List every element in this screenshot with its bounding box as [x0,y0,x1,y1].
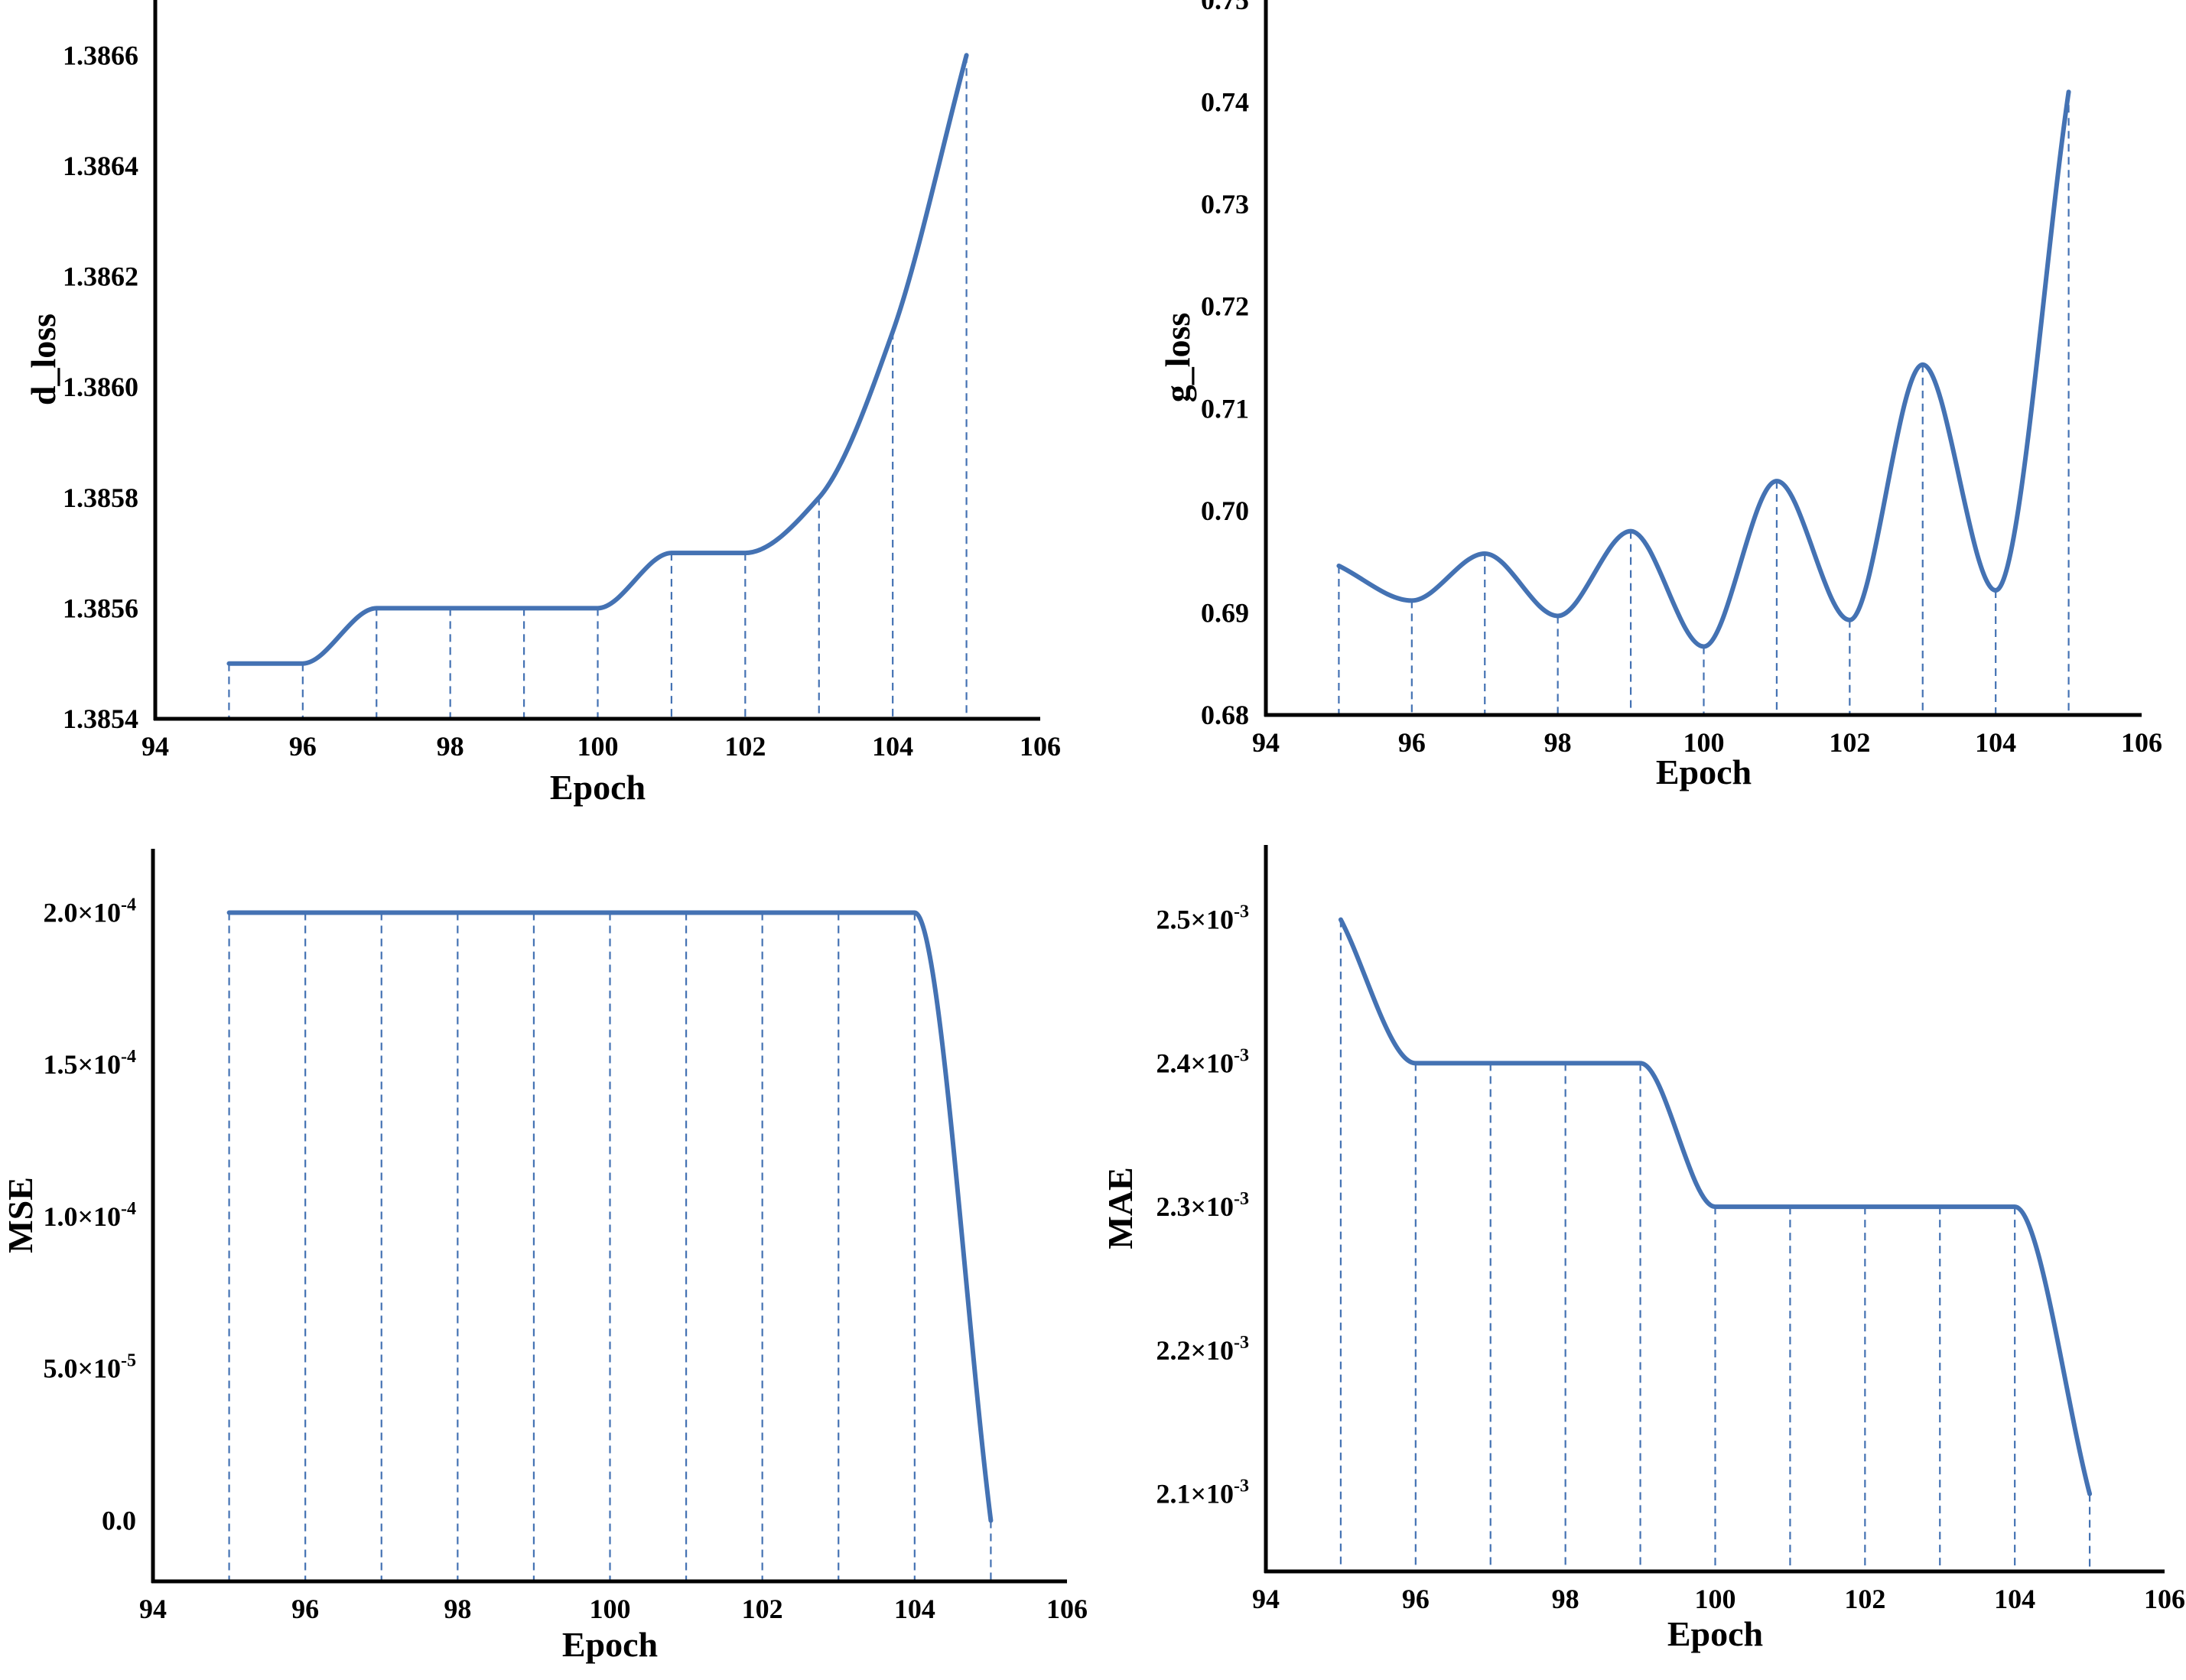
series-line [1336,89,2071,649]
series-line [226,53,969,666]
y-tick-label: 0.68 [1201,700,1249,730]
x-tick-label: 100 [577,731,619,762]
x-axis-title: Epoch [562,1625,658,1664]
chart-panel-mse: 94 96 98 100 102 104 106 0.0 5.0×10-5 1.0×10-4 1.5… [1,849,1088,1664]
chart-panel-mae: 94 96 98 100 102 104 106 2.1×10-3 2.2×10-3 2.3×10… [1101,845,2185,1653]
y-tick-label: 1.3854 [63,704,138,734]
y-tick-label: 2.2×10-3 [1156,1333,1249,1366]
x-tick-label: 96 [289,731,317,762]
y-tick-label: 1.0×10-4 [43,1199,136,1232]
x-tick-label: 104 [894,1594,935,1624]
x-tick-label: 106 [1020,731,1061,762]
y-tick-label: 0.70 [1201,496,1249,526]
y-axis-title: MAE [1101,1167,1140,1249]
x-axis-title: Epoch [1667,1614,1763,1653]
x-tick-label: 94 [142,731,169,762]
x-tick-label: 98 [1552,1584,1579,1614]
chart-panel-g_loss: 94 96 98 100 102 104 106 0.68 0.69 0.70 0.71 0.72 0.… [1158,0,2162,791]
y-tick-label: 5.0×10-5 [43,1351,136,1384]
x-tick-label: 96 [1402,1584,1430,1614]
y-tick-label: 0.73 [1201,189,1249,219]
x-tick-label: 98 [444,1594,471,1624]
x-axis-title: Epoch [1656,752,1752,791]
x-tick-label: 102 [742,1594,783,1624]
y-tick-label: 1.5×10-4 [43,1047,136,1080]
x-tick-label: 104 [1975,727,2016,758]
y-tick-label: 0.69 [1201,597,1249,628]
x-tick-label: 106 [2144,1584,2185,1614]
y-axis-title: MSE [1,1177,40,1253]
series-line [1338,917,2093,1496]
x-tick-label: 102 [724,731,766,762]
x-tick-label: 94 [1252,1584,1280,1614]
y-tick-label: 1.3862 [63,262,138,292]
y-tick-label: 1.3866 [63,40,138,70]
x-tick-label: 106 [2121,727,2162,758]
y-tick-label: 2.1×10-3 [1156,1477,1249,1509]
y-tick-label: 2.5×10-3 [1156,902,1249,935]
y-tick-label: 1.3864 [63,151,138,181]
x-tick-label: 94 [139,1594,167,1624]
y-tick-label: 1.3856 [63,593,138,623]
x-tick-label: 104 [872,731,913,762]
y-tick-label: 0.0 [102,1505,136,1535]
x-tick-label: 100 [1695,1584,1736,1614]
x-tick-label: 98 [437,731,464,762]
x-tick-label: 100 [590,1594,631,1624]
x-tick-label: 96 [291,1594,319,1624]
x-tick-label: 106 [1046,1594,1088,1624]
y-tick-label: 1.3858 [63,483,138,513]
y-tick-label: 0.71 [1201,393,1249,424]
x-tick-label: 104 [1994,1584,2035,1614]
x-tick-label: 100 [1683,727,1725,758]
y-tick-label: 2.4×10-3 [1156,1045,1249,1078]
y-axis-title: d_loss [24,314,63,405]
x-tick-label: 96 [1398,727,1426,758]
x-tick-label: 102 [1829,727,1870,758]
y-tick-label: 0.72 [1201,291,1249,322]
y-tick-label: 0.74 [1201,87,1249,118]
y-axis-title: g_loss [1158,313,1197,403]
y-tick-label: 0.75 [1201,0,1249,15]
chart-panel-d_loss: 94 96 98 100 102 104 106 1.3854 1.3856 1.3858 1.38… [24,0,1061,807]
series-line [226,910,994,1523]
y-tick-label: 1.3860 [63,372,138,402]
x-tick-label: 94 [1252,727,1280,758]
x-tick-label: 102 [1844,1584,1885,1614]
y-tick-label: 2.0×10-4 [43,895,136,928]
x-axis-title: Epoch [550,768,646,807]
x-tick-label: 98 [1544,727,1572,758]
y-tick-label: 2.3×10-3 [1156,1189,1249,1222]
